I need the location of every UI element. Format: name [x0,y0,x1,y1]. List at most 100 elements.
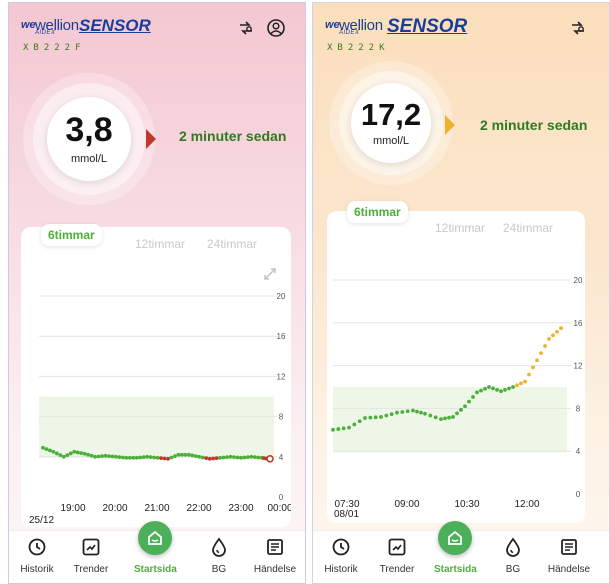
glucose-reading-point [131,455,136,460]
nav-bg[interactable]: BG [191,531,247,583]
glucose-reading-point [107,454,111,459]
tab-6-hours[interactable]: 6timmar [41,224,102,246]
nav-events[interactable]: Händelse [247,531,303,583]
home-icon [448,530,462,545]
glucose-reading-point [207,456,212,461]
home-icon [148,530,162,545]
y-tick-label: 16 [277,332,286,341]
swap-user-icon[interactable] [235,17,257,39]
tab-12-hours[interactable]: 12timmar [135,237,186,251]
nav-events[interactable]: Händelse [541,531,597,583]
bottom-nav: Historik Trender Startsida BG Händelse [9,521,305,583]
nav-events-label: Händelse [253,564,297,575]
tab-12-hours[interactable]: 12timmar [435,221,486,235]
nav-history[interactable]: Historik [313,531,369,583]
glucose-reading-point [134,455,139,460]
glucose-reading-point [86,452,91,457]
sensor-serial: XB222F [23,43,86,53]
glucose-reading-point [58,453,63,458]
phone-screen-left: we wellion AIDEX SENSOR XB222F 3,8 mmol/… [8,2,306,584]
swap-user-icon[interactable] [567,17,589,39]
glucose-chart-right: 20 16 12 8 4 0 07:30 09:00 10:30 12:00 [331,276,583,510]
glucose-reading-point [221,455,226,460]
glucose-reading-point [519,381,523,386]
chart-date: 25/12 [29,515,55,526]
y-tick-label: 0 [576,490,581,499]
nav-events-label: Händelse [547,564,591,575]
glucose-reading-point [75,450,80,455]
glucose-reading-point [173,454,177,459]
glucose-reading-point [197,454,202,459]
glucose-reading-point [249,454,254,459]
tab-24-hours[interactable]: 24timmar [207,237,258,251]
glucose-reading-point [82,451,87,456]
bottom-nav: Historik Trender Startsida BG Händelse [313,521,609,583]
glucose-reading-point [363,416,367,420]
y-tick-label: 16 [574,319,583,328]
nav-trends[interactable]: Trender [63,531,119,583]
glucose-reading-point [479,388,483,393]
nav-bg[interactable]: BG [485,531,541,583]
glucose-reading-point [114,454,118,459]
nav-history-label: Historik [20,564,54,575]
glucose-reading-point [117,455,122,460]
glucose-reading-point [447,415,451,420]
glucose-reading-point [495,387,499,392]
x-tick-label: 23:00 [228,503,253,514]
glucose-reading-point [559,326,563,331]
tab-24-hours[interactable]: 24timmar [503,221,554,235]
nav-trends[interactable]: Trender [369,531,425,583]
glucose-reading-point [543,344,547,348]
glucose-reading-point [373,415,378,420]
glucose-reading-point [551,333,555,338]
glucose-reading-point [471,395,475,399]
glucose-reading-point [124,455,129,460]
y-tick-label: 8 [576,404,581,413]
glucose-reading-point [204,456,209,461]
glucose-reading-point [235,455,240,460]
glucose-reading-point [515,383,519,388]
x-tick-label: 19:00 [60,503,85,514]
glucose-reading-point [535,358,539,363]
glucose-reading-point [463,404,467,409]
latest-reading-marker [266,455,274,463]
glucose-unit: mmol/L [70,153,108,165]
glucose-reading-point [41,445,45,450]
y-tick-label: 8 [279,413,284,422]
glucose-reading-point [503,387,507,392]
glucose-reading-point [379,415,383,419]
glucose-chart-left: 20 16 12 8 4 0 19:00 20:00 21:00 22:00 23:00 00:00 [39,292,291,514]
glucose-reading-point [511,385,515,389]
nav-history[interactable]: Historik [9,531,65,583]
glucose-reading-point [507,386,511,391]
nav-home-label: Startsida [434,564,477,575]
glucose-reading-point [239,455,243,460]
glucose-reading-point [555,329,559,334]
glucose-reading-point [331,427,335,432]
y-tick-label: 0 [279,493,284,502]
profile-icon[interactable] [265,17,287,39]
glucose-reading-point [162,456,167,461]
glucose-reading-point [214,456,219,461]
tab-6-hours[interactable]: 6timmar [347,201,408,223]
expand-icon[interactable] [263,267,277,281]
glucose-reading-point [400,410,405,414]
glucose-reading-point [193,454,198,459]
glucose-reading-point [65,453,70,458]
glucose-reading-point [347,425,351,430]
glucose-reading-point [368,415,373,420]
glucose-reading-point [159,456,163,461]
glucose-reading-point [48,448,52,453]
last-update-time: 2 minuter sedan [480,117,588,133]
y-tick-label: 20 [574,276,583,285]
nav-home-button[interactable] [138,521,172,555]
nav-home-button[interactable] [438,521,472,555]
glucose-reading-point [200,455,205,460]
glucose-reading-point [155,455,160,460]
glucose-reading-point [228,454,233,459]
glucose-reading-point [455,411,459,416]
glucose-reading-point [103,453,108,458]
glucose-reading-point [531,365,535,370]
nav-home-label: Startsida [134,564,177,575]
glucose-reading-point [166,456,170,461]
